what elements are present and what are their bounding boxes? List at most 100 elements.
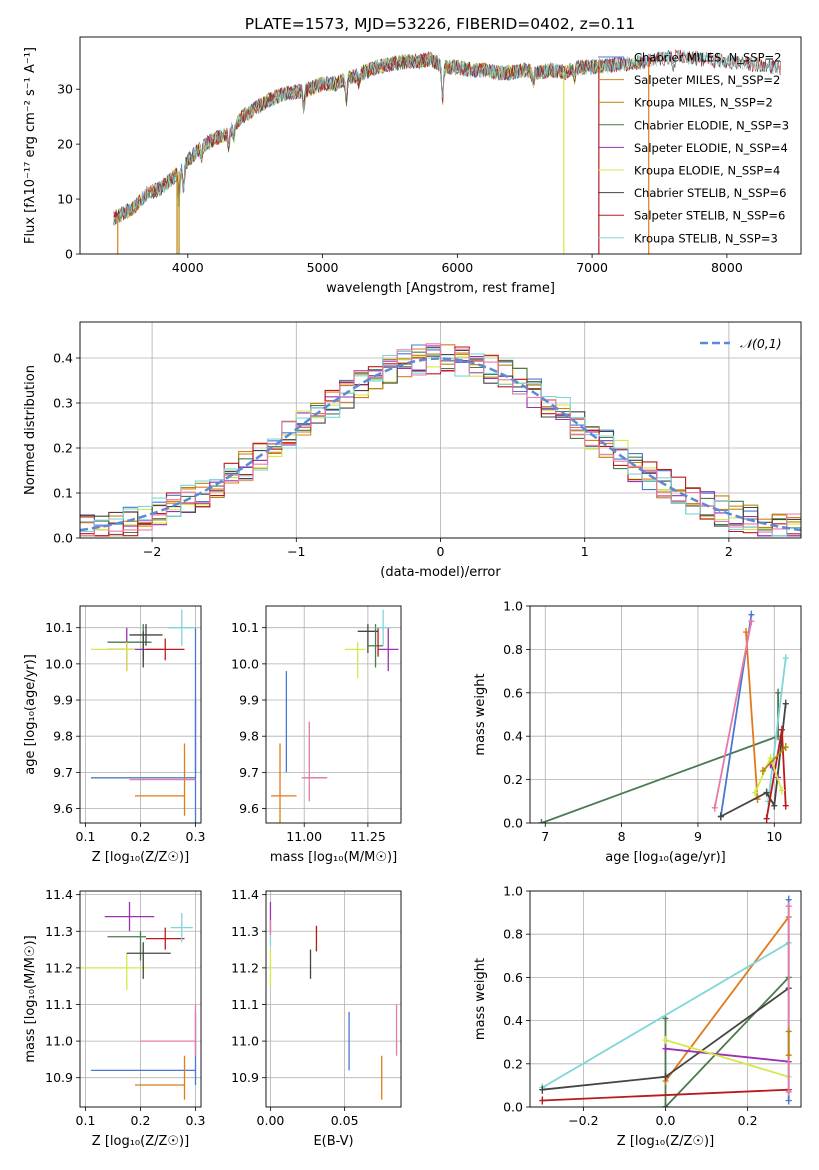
- x-tick-label: 7000: [576, 260, 608, 275]
- mass-weight-marker: [711, 803, 718, 812]
- y-tick-label: 9.9: [239, 693, 259, 708]
- mass-weight-marker: [763, 788, 770, 797]
- legend-entry: Chabrier MILES, N_SSP=2: [634, 51, 781, 65]
- mass-vs-ebv-marks: [269, 901, 398, 1100]
- y-axis-label: mass weight: [473, 673, 488, 755]
- mass-weight-marker: [785, 1096, 792, 1105]
- y-tick-label: 11.0: [231, 1034, 259, 1049]
- x-tick-label: 5000: [307, 260, 339, 275]
- mass-weight-line: [745, 631, 759, 800]
- figure-title: PLATE=1573, MJD=53226, FIBERID=0402, z=0…: [245, 15, 635, 33]
- mass-weight-line: [664, 916, 790, 1082]
- y-tick-label: 10: [57, 192, 73, 207]
- mass-weight-line: [762, 746, 787, 772]
- mass-weight-marker: [662, 1103, 669, 1107]
- y-tick-label: 1.0: [503, 599, 523, 614]
- mass-weight-marker: [662, 1072, 669, 1081]
- x-tick-label: 0.05: [331, 1113, 359, 1128]
- x-tick-label: 0.2: [131, 829, 151, 844]
- mass-weight-marker: [785, 1087, 792, 1096]
- residual-histogram: [80, 343, 801, 537]
- mass-weight-marker: [767, 753, 774, 762]
- x-tick-label: 7: [541, 829, 549, 844]
- y-tick-label: 0.6: [503, 970, 523, 985]
- y-tick-label: 0.3: [53, 396, 73, 411]
- y-tick-label: 9.8: [239, 729, 259, 744]
- y-tick-label: 11.3: [231, 924, 259, 939]
- axes-frame: [265, 605, 402, 824]
- y-tick-label: 10.0: [45, 656, 73, 671]
- mass-weight-marker: [785, 1027, 792, 1036]
- y-tick-label: 11.1: [45, 997, 73, 1012]
- y-tick-label: 0.2: [53, 441, 73, 456]
- axes-frame: [529, 605, 802, 824]
- y-tick-label: 11.2: [231, 960, 259, 975]
- mass-vs-Z-panel: 0.1 0.2 0.3 10.9 11.0 11.1 11.2 11.3 11.4 Z [log₁…: [23, 887, 205, 1149]
- mass-weight-marker: [763, 814, 770, 823]
- y-tick-label: 9.6: [53, 801, 73, 816]
- mass-weight-marker: [662, 1044, 669, 1053]
- y-tick-label: 9.7: [239, 765, 259, 780]
- x-tick-label: 0.2: [738, 1113, 758, 1128]
- mass-weight-line: [767, 657, 787, 802]
- y-tick-label: 0.4: [503, 1013, 523, 1028]
- mass-weight-marker: [782, 743, 789, 752]
- x-axis-label: E(B-V): [313, 1134, 353, 1149]
- y-tick-label: 0.8: [503, 642, 523, 657]
- axes-frame: [265, 890, 402, 1108]
- y-tick-label: 11.1: [231, 997, 259, 1012]
- residual-histogram: [80, 346, 801, 537]
- x-tick-label: 4000: [172, 260, 204, 275]
- mass-weight-line: [665, 1047, 789, 1063]
- y-axis-label: mass [log₁₀(M/M☉)]: [23, 935, 38, 1062]
- y-tick-label: 20: [57, 137, 73, 152]
- mass-vs-ebv-panel: 0.00 0.05 10.9 11.0 11.1 11.2 11.3 11.4 E(B-V): [231, 887, 402, 1149]
- age-vs-mass-panel: 11.00 11.25 9.6 9.7 9.8 9.9 10.0 10.1 mass [log₁…: [231, 605, 402, 865]
- age-vs-Z-panel: 0.1 0.2 0.3 9.6 9.7 9.8 9.9 10.0 10.1 Z [log₁₀(Z/…: [23, 605, 205, 865]
- legend-entry: 𝒩(0,1): [740, 336, 782, 351]
- age-vs-mass-marks: [271, 609, 399, 823]
- y-tick-label: 0.6: [503, 685, 523, 700]
- y-tick-label: 0.2: [503, 1056, 523, 1071]
- y-tick-label: 11.3: [45, 924, 73, 939]
- y-tick-label: 11.2: [45, 960, 73, 975]
- mass-weight-marker: [538, 819, 545, 823]
- x-tick-label: 10: [766, 829, 782, 844]
- y-tick-label: 0.2: [503, 772, 523, 787]
- y-tick-label: 11.0: [45, 1034, 73, 1049]
- residuals-marks: [80, 343, 801, 537]
- mass-weight-marker: [743, 628, 750, 637]
- mass-weight-marker: [759, 766, 766, 775]
- mass-weight-line: [665, 1039, 789, 1078]
- y-axis-label: Flux [fλ10⁻¹⁷ erg cm⁻² s⁻¹ A⁻¹]: [23, 47, 38, 244]
- mass-weight-marker: [778, 725, 785, 734]
- x-tick-label: 0.0: [656, 1113, 676, 1128]
- x-axis-label: Z [log₁₀(Z/Z☉)]: [92, 1134, 189, 1149]
- x-tick-label: 0.00: [257, 1113, 285, 1128]
- x-tick-label: −2: [143, 544, 161, 559]
- x-tick-label: 9: [694, 829, 702, 844]
- gaussian-reference-curve: [80, 357, 801, 532]
- mass-weight-marker: [782, 699, 789, 708]
- x-tick-label: 8000: [711, 260, 743, 275]
- y-axis-label: age [log₁₀(age/yr)]: [23, 654, 38, 775]
- weight-vs-age-marks: [538, 610, 789, 823]
- x-tick-label: 0.1: [76, 829, 96, 844]
- mass-weight-line: [542, 1088, 789, 1102]
- mass-weight-marker: [775, 688, 782, 697]
- legend-entry: Chabrier STELIB, N_SSP=6: [634, 186, 786, 200]
- mass-weight-marker: [662, 1036, 669, 1045]
- weight-vs-age-panel: 7 8 9 10 0.0 0.2 0.4 0.6 0.8 1.0 age [log₁₀(age/yr…: [473, 599, 802, 865]
- spectrum-series-line: [113, 49, 781, 226]
- x-tick-label: 2: [725, 544, 733, 559]
- y-tick-label: 10.1: [231, 620, 259, 635]
- x-axis-label: Z [log₁₀(Z/Z☉)]: [617, 1134, 714, 1149]
- y-axis-label: mass weight: [473, 958, 488, 1040]
- y-tick-label: 0.0: [53, 531, 73, 546]
- legend-entry: Kroupa ELODIE, N_SSP=4: [634, 164, 780, 178]
- y-tick-label: 9.7: [53, 765, 73, 780]
- y-tick-label: 10.9: [231, 1070, 259, 1085]
- y-tick-label: 11.4: [231, 887, 259, 902]
- legend-entry: Salpeter ELODIE, N_SSP=4: [634, 141, 788, 155]
